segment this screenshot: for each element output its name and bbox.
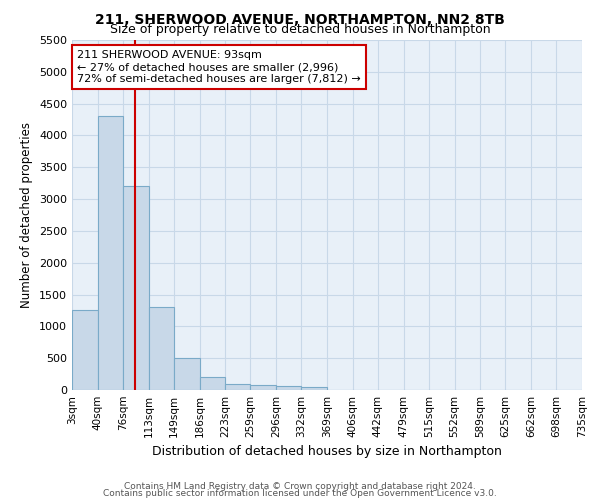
Text: Size of property relative to detached houses in Northampton: Size of property relative to detached ho… [110, 22, 490, 36]
Bar [123, 186, 149, 390]
Bar [199, 378, 225, 390]
Text: 211, SHERWOOD AVENUE, NORTHAMPTON, NN2 8TB: 211, SHERWOOD AVENUE, NORTHAMPTON, NN2 8… [95, 12, 505, 26]
Bar [250, 385, 276, 390]
Bar [174, 358, 199, 390]
Bar [72, 310, 98, 390]
X-axis label: Distribution of detached houses by size in Northampton: Distribution of detached houses by size … [152, 446, 502, 458]
Y-axis label: Number of detached properties: Number of detached properties [20, 122, 34, 308]
Text: Contains public sector information licensed under the Open Government Licence v3: Contains public sector information licen… [103, 490, 497, 498]
Bar [149, 308, 174, 390]
Bar [225, 384, 250, 390]
Bar [301, 387, 327, 390]
Bar [276, 386, 301, 390]
Bar [98, 116, 123, 390]
Text: Contains HM Land Registry data © Crown copyright and database right 2024.: Contains HM Land Registry data © Crown c… [124, 482, 476, 491]
Text: 211 SHERWOOD AVENUE: 93sqm
← 27% of detached houses are smaller (2,996)
72% of s: 211 SHERWOOD AVENUE: 93sqm ← 27% of deta… [77, 50, 361, 84]
